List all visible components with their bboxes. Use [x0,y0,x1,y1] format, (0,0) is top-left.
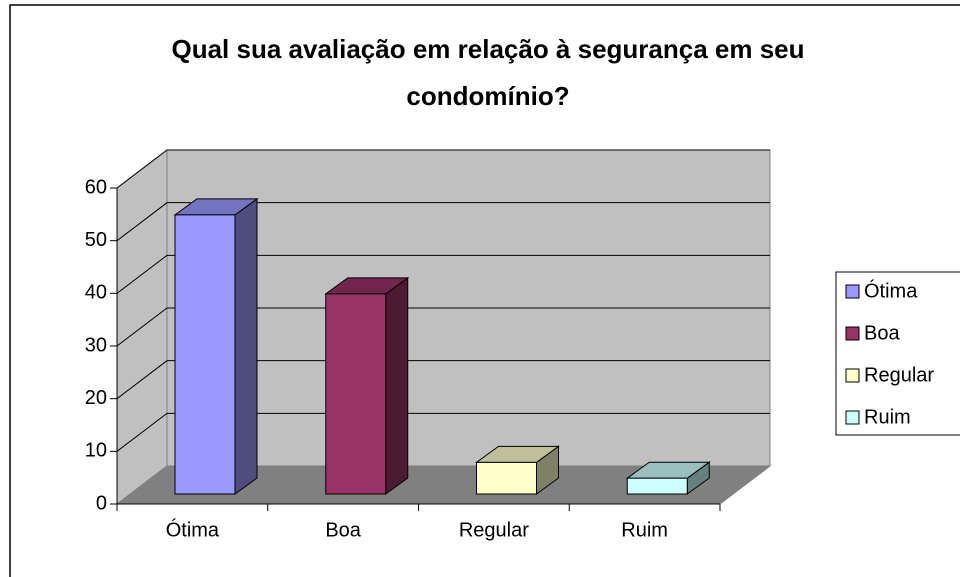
y-tick-label: 20 [85,387,107,409]
legend-box [835,271,960,436]
grid-line [116,202,770,242]
y-tick-label: 60 [85,176,107,198]
grid-line [116,360,770,400]
bar [324,276,410,495]
bar-front [476,461,537,495]
x-tick-label: Regular [459,519,529,541]
grid-line [116,254,770,294]
y-tick-label: 50 [85,229,107,251]
y-tick-label: 0 [96,492,107,514]
x-tick-label: Boa [325,519,361,541]
bar-side [385,276,409,495]
legend-swatch [845,410,860,425]
legend-label: Ruim [864,406,911,428]
legend-label: Boa [864,322,900,344]
x-tick-label: Ruim [621,519,668,541]
bar-front [626,477,688,495]
y-tick-label: 30 [85,334,107,356]
bar-front [325,293,387,495]
bar [173,197,259,495]
legend-label: Ótima [864,279,918,302]
grid-line [116,307,770,347]
bar [474,445,561,495]
bar [625,461,711,495]
y-tick-label: 40 [85,282,107,304]
legend-label: Regular [864,364,934,386]
bar-side [234,197,258,495]
grid-line [116,412,770,452]
legend-swatch [845,326,860,341]
legend-swatch [845,284,860,299]
bar-front [174,214,236,495]
legend-swatch [845,368,860,383]
x-tick-label: Ótima [166,518,220,541]
chart-title: Qual sua avaliação em relação à seguranç… [171,34,805,111]
grid-line [116,149,770,189]
y-tick-label: 10 [85,440,107,462]
